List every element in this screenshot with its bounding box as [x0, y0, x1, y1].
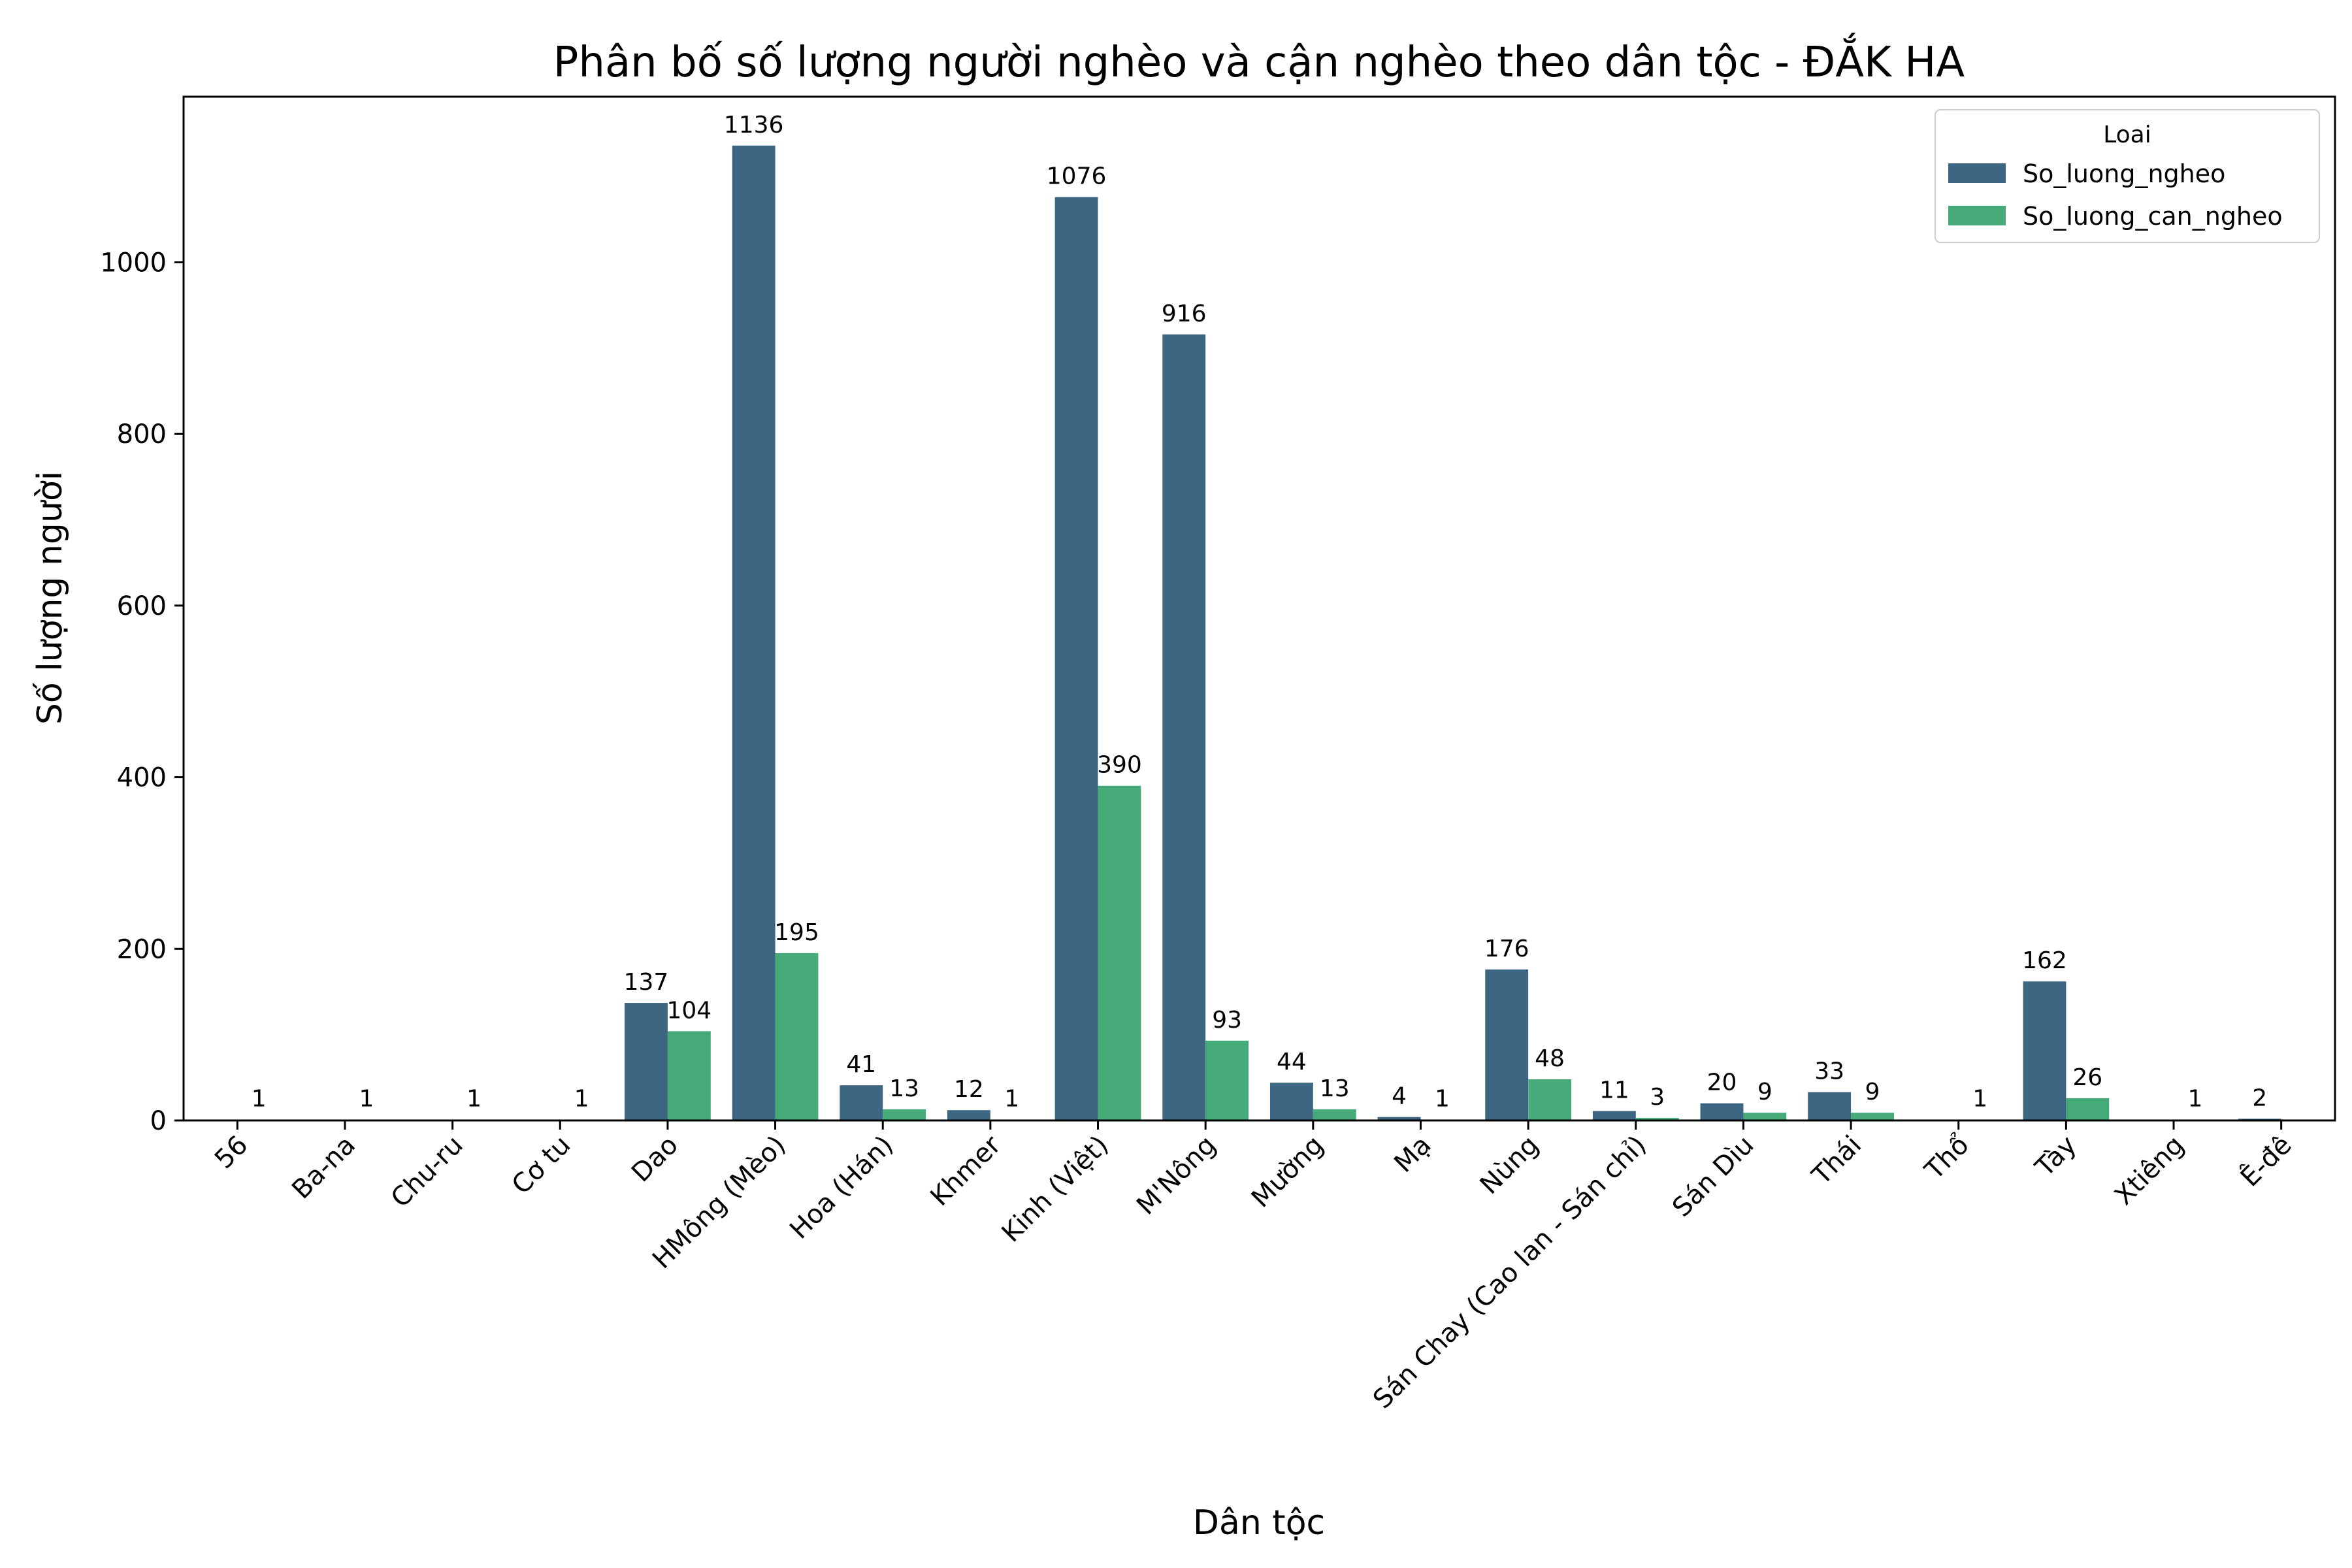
x-tick-label-nung: Nùng	[1475, 1130, 1544, 1200]
y-tick-label: 1000	[100, 248, 167, 278]
data-label-so-luong-ngheo-muong: 44	[1277, 1049, 1307, 1075]
x-tick-label-dao: Dao	[626, 1130, 684, 1188]
chart-title: Phân bố số lượng người nghèo và cận nghè…	[553, 33, 1965, 87]
y-tick-label: 600	[117, 591, 167, 621]
bar-so-luong-can-ngheo-san-chay-cao-lan-san-chi	[1635, 1118, 1679, 1120]
data-label-so-luong-can-ngheo-dao: 104	[666, 997, 711, 1024]
bar-so-luong-ngheo-kinh-viet	[1054, 197, 1098, 1120]
data-label-so-luong-can-ngheo-56: 1	[252, 1086, 267, 1113]
x-tick-label-kinh-viet: Kinh (Việt)	[996, 1130, 1115, 1249]
data-label-so-luong-ngheo-hoa-han: 41	[846, 1051, 876, 1078]
data-label-so-luong-ngheo-m-nong: 916	[1162, 301, 1207, 327]
x-tick-label-co-tu: Cơ tu	[506, 1130, 577, 1201]
bar-so-luong-can-ngheo-nung	[1528, 1079, 1571, 1120]
data-label-so-luong-can-ngheo-tho: 1	[1972, 1086, 1987, 1113]
bar-so-luong-ngheo-san-diu	[1700, 1103, 1744, 1120]
x-tick-label-tay: Tày	[2029, 1130, 2082, 1183]
data-label-so-luong-can-ngheo-xtieng: 1	[2188, 1086, 2203, 1113]
bar-so-luong-ngheo-ma	[1377, 1117, 1421, 1120]
x-tick-label-m-nong: M'Nông	[1131, 1130, 1222, 1221]
data-label-so-luong-can-ngheo-ma: 1	[1435, 1086, 1450, 1113]
data-label-so-luong-ngheo-khmer: 12	[954, 1076, 984, 1103]
bar-so-luong-ngheo-thai	[1808, 1092, 1852, 1120]
data-label-so-luong-ngheo-kinh-viet: 1076	[1047, 163, 1107, 190]
legend-label-so-luong-can-ngheo: So_luong_can_ngheo	[2023, 202, 2283, 231]
bars-layer	[237, 145, 2281, 1120]
data-label-so-luong-can-ngheo-nung: 48	[1535, 1045, 1565, 1072]
bar-so-luong-can-ngheo-hoa-han	[883, 1109, 926, 1120]
bar-so-luong-ngheo-muong	[1269, 1083, 1313, 1120]
data-label-so-luong-can-ngheo-chu-ru: 1	[466, 1086, 482, 1113]
data-label-so-luong-can-ngheo-muong: 13	[1320, 1075, 1350, 1102]
bar-so-luong-ngheo-hoa-han	[840, 1085, 883, 1120]
bar-so-luong-can-ngheo-dao	[667, 1031, 711, 1120]
bar-so-luong-ngheo-m-nong	[1162, 334, 1206, 1120]
x-tick-label-thai: Thái	[1806, 1130, 1868, 1192]
data-label-so-luong-ngheo-tay: 162	[2022, 947, 2067, 974]
bar-so-luong-can-ngheo-hmong-meo	[775, 953, 819, 1120]
x-tick-label-56: 56	[209, 1130, 254, 1175]
data-label-so-luong-can-ngheo-ba-na: 1	[359, 1086, 374, 1113]
bar-so-luong-ngheo-san-chay-cao-lan-san-chi	[1592, 1111, 1636, 1120]
data-label-so-luong-ngheo-thai: 33	[1814, 1058, 1844, 1085]
bar-so-luong-ngheo-hmong-meo	[732, 145, 776, 1120]
data-label-so-luong-ngheo-hmong-meo: 1136	[724, 112, 784, 139]
data-label-so-luong-ngheo-ma: 4	[1392, 1083, 1407, 1110]
bar-so-luong-ngheo-dao	[625, 1003, 668, 1120]
x-tick-label-hoa-han: Hoa (Hán)	[784, 1130, 899, 1245]
x-tick-label-xtieng: Xtiêng	[2109, 1130, 2190, 1211]
data-label-so-luong-can-ngheo-hmong-meo: 195	[774, 919, 819, 946]
bar-so-luong-can-ngheo-kinh-viet	[1098, 785, 1141, 1120]
y-tick-label: 0	[150, 1106, 167, 1136]
legend-box	[1935, 109, 2320, 243]
data-label-so-luong-can-ngheo-khmer: 1	[1004, 1086, 1019, 1113]
bar-so-luong-can-ngheo-san-diu	[1743, 1113, 1787, 1120]
data-label-so-luong-ngheo-nung: 176	[1484, 936, 1529, 962]
y-axis-label: Số lượng người	[31, 471, 70, 725]
data-label-so-luong-can-ngheo-kinh-viet: 390	[1097, 752, 1142, 779]
data-label-so-luong-ngheo-san-chay-cao-lan-san-chi: 11	[1599, 1077, 1629, 1104]
data-label-so-luong-can-ngheo-co-tu: 1	[574, 1086, 589, 1113]
bar-so-luong-can-ngheo-m-nong	[1205, 1040, 1249, 1120]
x-tick-label-khmer: Khmer	[924, 1130, 1007, 1212]
bar-so-luong-ngheo-nung	[1485, 969, 1529, 1120]
x-tick-label-e-de: Ê-đê	[2234, 1129, 2297, 1192]
x-tick-label-ma: Mạ	[1388, 1130, 1437, 1179]
x-tick-label-san-diu: Sán Dìu	[1667, 1130, 1759, 1223]
data-label-so-luong-can-ngheo-san-diu: 9	[1757, 1079, 1772, 1105]
y-tick-label: 200	[117, 934, 167, 964]
x-tick-label-chu-ru: Chu-ru	[385, 1130, 469, 1214]
bar-so-luong-ngheo-tay	[2023, 981, 2066, 1120]
bar-so-luong-can-ngheo-thai	[1851, 1113, 1894, 1120]
data-label-so-luong-can-ngheo-tay: 26	[2072, 1064, 2102, 1091]
legend: Loai So_luong_ngheo So_luong_can_ngheo	[1935, 109, 2320, 243]
x-tick-label-tho: Thổ	[1919, 1130, 1975, 1186]
x-axis-label: Dân tộc	[1193, 1503, 1325, 1543]
legend-swatch-so-luong-can-ngheo	[1948, 206, 2006, 225]
data-label-so-luong-ngheo-dao: 137	[624, 969, 669, 996]
bar-so-luong-ngheo-khmer	[947, 1110, 990, 1120]
data-label-so-luong-can-ngheo-thai: 9	[1865, 1079, 1880, 1105]
bar-so-luong-can-ngheo-muong	[1313, 1109, 1356, 1120]
plot-frame	[182, 95, 2336, 1122]
x-tick-label-muong: Mường	[1246, 1130, 1330, 1214]
data-label-so-luong-ngheo-san-diu: 20	[1707, 1070, 1737, 1096]
legend-swatch-so-luong-ngheo	[1948, 163, 2006, 183]
legend-title: Loai	[2103, 122, 2151, 148]
data-label-so-luong-can-ngheo-hoa-han: 13	[889, 1075, 919, 1102]
y-tick-label: 800	[117, 419, 167, 449]
legend-label-so-luong-ngheo: So_luong_ngheo	[2023, 159, 2225, 188]
y-axis: 0 200 400 600 800 1000	[100, 248, 184, 1136]
y-tick-label: 400	[117, 763, 167, 793]
data-label-so-luong-can-ngheo-m-nong: 93	[1212, 1007, 1242, 1034]
data-label-so-luong-can-ngheo-san-chay-cao-lan-san-chi: 3	[1650, 1084, 1665, 1111]
bar-so-luong-can-ngheo-tay	[2066, 1098, 2110, 1120]
x-tick-label-ba-na: Ba-na	[286, 1130, 361, 1205]
data-label-so-luong-ngheo-e-de: 2	[2252, 1085, 2267, 1111]
